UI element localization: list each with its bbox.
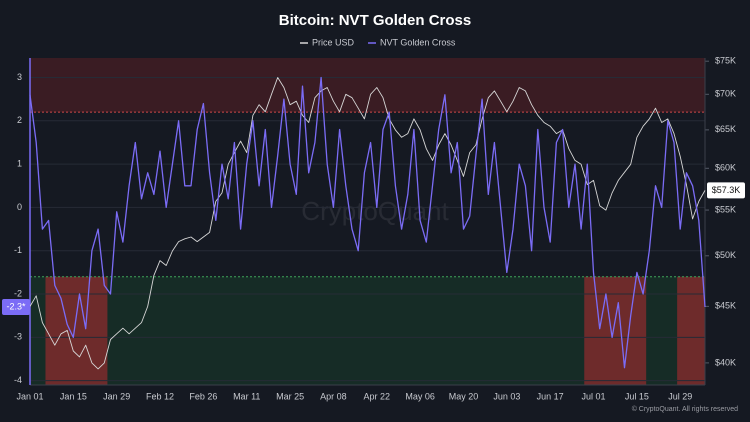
x-tick-label: Mar 11 <box>233 391 260 401</box>
y-tick-label: 3 <box>17 72 22 82</box>
x-tick-label: Feb 12 <box>146 391 174 401</box>
legend-label: NVT Golden Cross <box>380 37 456 47</box>
y2-tick-label: $60K <box>715 163 736 173</box>
last-value-label: -2.3* <box>6 301 26 311</box>
x-tick-label: Apr 22 <box>364 391 391 401</box>
y-tick-label: -3 <box>14 332 22 342</box>
x-tick-label: Feb 26 <box>189 391 217 401</box>
signal-highlight <box>584 276 647 385</box>
y-tick-label: 0 <box>17 202 22 212</box>
y-tick-label: -1 <box>14 245 22 255</box>
y2-tick-label: $65K <box>715 124 736 134</box>
x-tick-label: Jan 29 <box>103 391 130 401</box>
x-tick-label: Mar 25 <box>276 391 304 401</box>
last-value-badge <box>2 299 30 316</box>
x-tick-label: May 20 <box>449 391 479 401</box>
x-tick-label: Jun 17 <box>537 391 564 401</box>
x-tick-label: May 06 <box>405 391 435 401</box>
y2-tick-label: $75K <box>715 56 736 66</box>
chart-title: Bitcoin: NVT Golden Cross <box>279 12 472 29</box>
y2-tick-label: $45K <box>715 301 736 311</box>
signal-highlight <box>677 276 705 385</box>
x-tick-label: Jul 15 <box>625 391 649 401</box>
series-line <box>29 77 706 370</box>
footer: © CryptoQuant. All rights reserved <box>632 405 738 413</box>
x-tick-label: Jan 15 <box>60 391 87 401</box>
x-tick-label: Jan 01 <box>16 391 43 401</box>
last-value-badge <box>707 182 745 199</box>
y-tick-label: -4 <box>14 375 22 385</box>
x-tick-label: Jun 03 <box>493 391 520 401</box>
series-line <box>29 76 706 369</box>
watermark: CryptoQuant <box>301 196 449 226</box>
x-tick-label: Apr 08 <box>320 391 347 401</box>
y-tick-label: 1 <box>17 158 22 168</box>
last-value-label: $57.3K <box>712 185 741 195</box>
signal-highlight <box>45 276 108 385</box>
upper-zone <box>30 58 705 113</box>
y2-tick-label: $40K <box>715 357 736 367</box>
y2-tick-label: $50K <box>715 250 736 260</box>
y-tick-label: 2 <box>17 115 22 125</box>
y2-tick-label: $55K <box>715 204 736 214</box>
y-tick-label: -2 <box>14 288 22 298</box>
legend-label: Price USD <box>312 37 355 47</box>
x-tick-label: Jul 29 <box>668 391 692 401</box>
x-tick-label: Jul 01 <box>582 391 606 401</box>
y2-tick-label: $70K <box>715 89 736 99</box>
